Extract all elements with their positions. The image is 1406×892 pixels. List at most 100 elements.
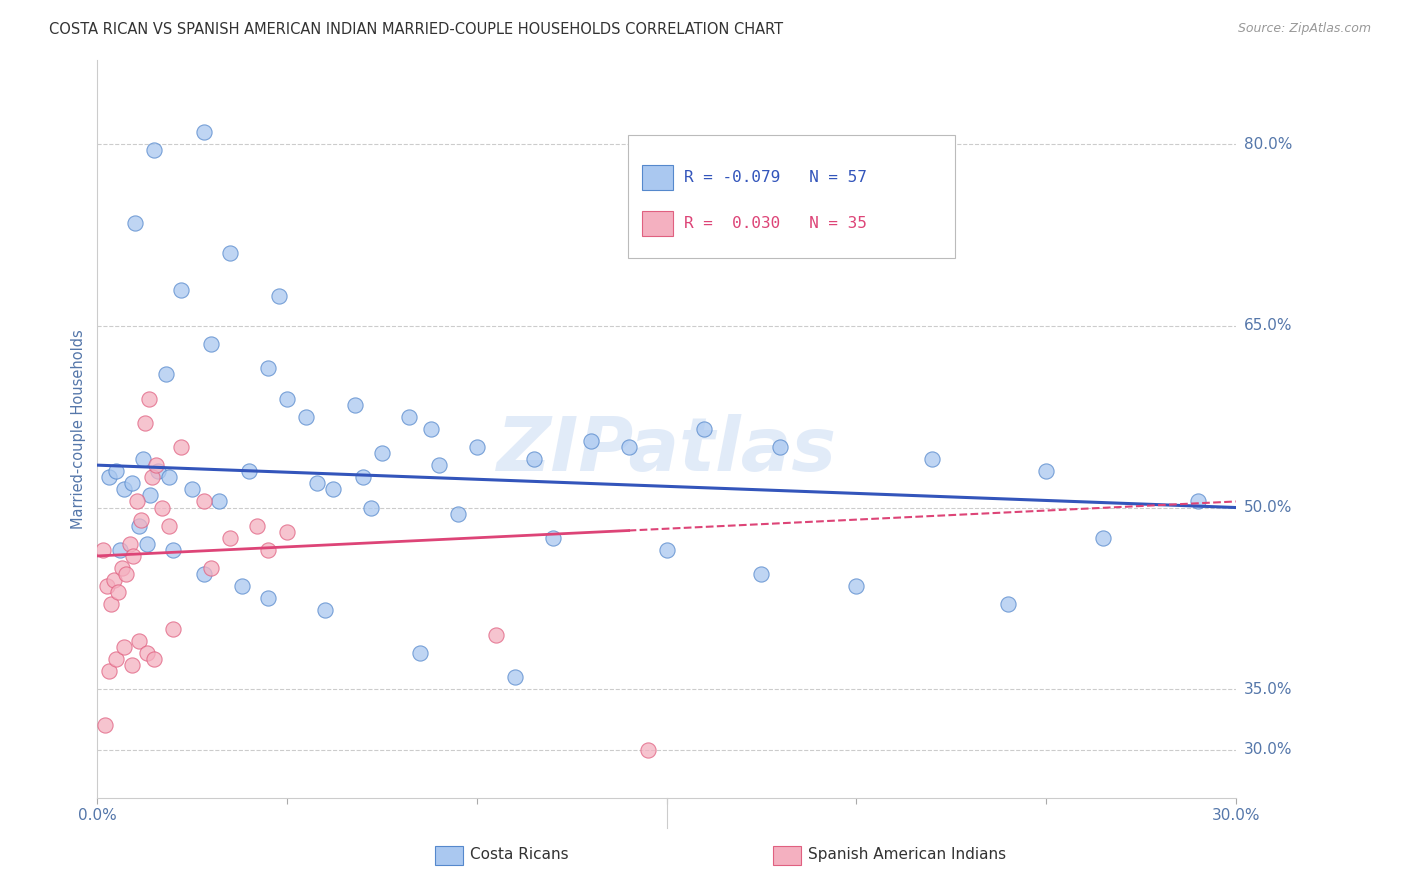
Point — [276, 524, 298, 539]
Point — [276, 392, 298, 406]
Point — [141, 470, 163, 484]
Point — [257, 591, 280, 606]
Point — [159, 518, 181, 533]
Point — [108, 542, 131, 557]
Point — [1091, 531, 1114, 545]
Point — [132, 452, 155, 467]
Point — [150, 500, 173, 515]
Point — [96, 579, 118, 593]
Point — [314, 603, 336, 617]
Point — [155, 368, 177, 382]
Point — [111, 561, 134, 575]
Point — [143, 144, 166, 158]
Point — [139, 488, 162, 502]
Point — [541, 531, 564, 545]
Point — [170, 283, 193, 297]
Point — [122, 549, 145, 563]
Point — [135, 537, 157, 551]
Text: R = -0.079   N = 57: R = -0.079 N = 57 — [685, 170, 868, 186]
Point — [409, 646, 432, 660]
Point — [997, 598, 1019, 612]
Point — [398, 409, 420, 424]
Point — [135, 646, 157, 660]
Point — [114, 567, 136, 582]
Point — [112, 640, 135, 654]
Point — [128, 518, 150, 533]
Point — [103, 573, 125, 587]
Point — [112, 483, 135, 497]
Point — [91, 542, 114, 557]
Point — [121, 476, 143, 491]
Point — [427, 458, 450, 472]
Point — [523, 452, 546, 467]
Point — [769, 440, 792, 454]
Point — [97, 664, 120, 678]
Text: Source: ZipAtlas.com: Source: ZipAtlas.com — [1237, 22, 1371, 36]
Point — [97, 470, 120, 484]
Text: R =  0.030   N = 35: R = 0.030 N = 35 — [685, 216, 868, 231]
Point — [360, 500, 382, 515]
Point — [307, 476, 329, 491]
Point — [159, 470, 181, 484]
Point — [751, 567, 773, 582]
Point — [219, 246, 242, 260]
Point — [1035, 464, 1057, 478]
Point — [200, 337, 222, 351]
Point — [344, 398, 367, 412]
Text: ZIPatlas: ZIPatlas — [496, 415, 837, 488]
Point — [637, 742, 659, 756]
Point — [145, 458, 167, 472]
Text: 30.0%: 30.0% — [1244, 742, 1292, 757]
Point — [105, 652, 128, 666]
Point — [118, 537, 141, 551]
Text: 80.0%: 80.0% — [1244, 136, 1292, 152]
Point — [238, 464, 260, 478]
Point — [143, 652, 166, 666]
Point — [1187, 494, 1209, 508]
Y-axis label: Married-couple Households: Married-couple Households — [72, 329, 86, 529]
Point — [503, 670, 526, 684]
Point — [485, 627, 508, 641]
Point — [617, 440, 640, 454]
Point — [246, 518, 269, 533]
Point — [208, 494, 231, 508]
Point — [257, 361, 280, 376]
Point — [269, 288, 291, 302]
Point — [146, 464, 169, 478]
Point — [845, 579, 868, 593]
Point — [138, 392, 160, 406]
Point — [295, 409, 318, 424]
Point — [200, 561, 222, 575]
Point — [193, 494, 215, 508]
Point — [94, 718, 117, 732]
Text: COSTA RICAN VS SPANISH AMERICAN INDIAN MARRIED-COUPLE HOUSEHOLDS CORRELATION CHA: COSTA RICAN VS SPANISH AMERICAN INDIAN M… — [49, 22, 783, 37]
Text: Spanish American Indians: Spanish American Indians — [808, 847, 1005, 863]
Point — [655, 542, 678, 557]
Text: Costa Ricans: Costa Ricans — [470, 847, 568, 863]
Point — [100, 598, 122, 612]
Point — [162, 622, 184, 636]
Point — [231, 579, 253, 593]
Point — [121, 657, 143, 672]
Point — [128, 633, 150, 648]
Point — [193, 125, 215, 139]
Point — [420, 422, 443, 436]
Point — [465, 440, 488, 454]
Point — [181, 483, 204, 497]
Point — [921, 452, 943, 467]
Point — [129, 513, 152, 527]
Point — [352, 470, 374, 484]
Point — [371, 446, 394, 460]
Text: 65.0%: 65.0% — [1244, 318, 1292, 334]
Point — [107, 585, 129, 599]
Point — [219, 531, 242, 545]
Point — [127, 494, 149, 508]
Text: 50.0%: 50.0% — [1244, 500, 1292, 515]
Point — [447, 507, 470, 521]
Point — [170, 440, 193, 454]
Point — [124, 216, 146, 230]
Point — [579, 434, 602, 448]
Point — [105, 464, 128, 478]
Point — [693, 422, 716, 436]
Text: 35.0%: 35.0% — [1244, 681, 1292, 697]
